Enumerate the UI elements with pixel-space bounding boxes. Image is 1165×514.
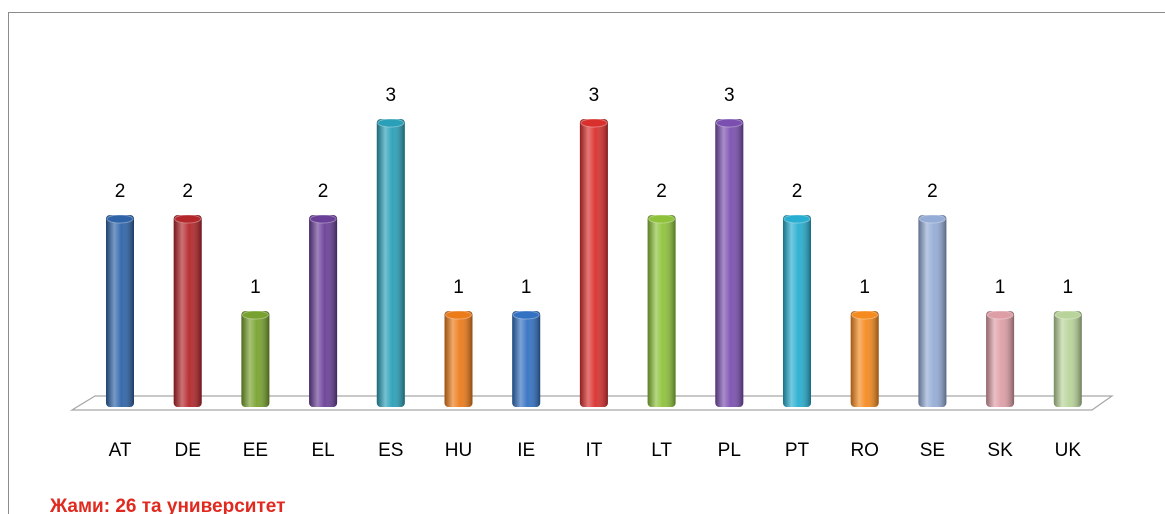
value-label: 2 xyxy=(656,181,667,202)
value-label: 3 xyxy=(386,85,397,106)
bar-cap xyxy=(783,214,811,224)
bar-cap xyxy=(918,214,946,224)
bar-shading xyxy=(986,311,1015,407)
bar-shading xyxy=(647,215,676,407)
x-tick-label: SK xyxy=(987,440,1013,461)
value-label: 2 xyxy=(927,181,938,202)
bar-shading xyxy=(918,215,947,407)
x-tick-label: IE xyxy=(517,440,535,461)
bar-cap xyxy=(377,118,405,128)
bar-cap xyxy=(851,310,879,320)
bar-shading xyxy=(850,311,879,407)
x-tick-label: SE xyxy=(920,440,945,461)
bar-shading xyxy=(783,215,811,407)
bar-cap xyxy=(715,118,743,128)
value-label: 1 xyxy=(995,277,1006,298)
bar-shading xyxy=(173,215,202,407)
x-tick-label: PL xyxy=(718,440,741,461)
value-label: 2 xyxy=(318,181,329,202)
value-label: 2 xyxy=(115,181,126,202)
bar-cap xyxy=(106,214,134,224)
bar-cap xyxy=(445,310,472,320)
x-tick-label: PT xyxy=(785,440,810,461)
footer-note: Жами: 26 та университет xyxy=(49,496,285,514)
bar-shading xyxy=(1053,311,1082,407)
bar-shading xyxy=(241,311,270,407)
bar-cap xyxy=(174,214,202,224)
x-tick-label: LT xyxy=(651,440,672,461)
bar-shading xyxy=(309,215,338,407)
bar-shading xyxy=(376,119,405,407)
chart-border xyxy=(8,12,1165,514)
x-tick-label: ES xyxy=(378,440,403,461)
value-label: 2 xyxy=(182,181,193,202)
bar-shading xyxy=(579,119,608,407)
value-label: 1 xyxy=(859,277,870,298)
x-tick-label: HU xyxy=(445,440,472,461)
value-label: 3 xyxy=(589,85,600,106)
x-tick-label: UK xyxy=(1055,440,1082,461)
x-tick-label: AT xyxy=(109,440,132,461)
bar-cap xyxy=(648,214,676,224)
bar-cap xyxy=(580,118,608,128)
bar-cap xyxy=(1054,310,1082,320)
value-label: 2 xyxy=(792,181,803,202)
value-label: 1 xyxy=(521,277,532,298)
value-label: 3 xyxy=(724,85,735,106)
bar-shading xyxy=(715,119,744,407)
value-label: 1 xyxy=(250,277,261,298)
bar-shading xyxy=(512,311,541,407)
x-tick-label: EL xyxy=(311,440,334,461)
bar-cap xyxy=(241,310,269,320)
bar-cap xyxy=(512,310,540,320)
bar-shading xyxy=(444,311,473,407)
x-tick-label: DE xyxy=(174,440,200,461)
value-label: 1 xyxy=(1063,277,1074,298)
bar-shading xyxy=(106,215,134,407)
value-label: 1 xyxy=(453,277,464,298)
x-tick-label: IT xyxy=(585,440,602,461)
bar-cap xyxy=(309,214,337,224)
x-tick-label: RO xyxy=(850,440,879,461)
bar-cap xyxy=(986,310,1014,320)
x-tick-label: EE xyxy=(243,440,268,461)
